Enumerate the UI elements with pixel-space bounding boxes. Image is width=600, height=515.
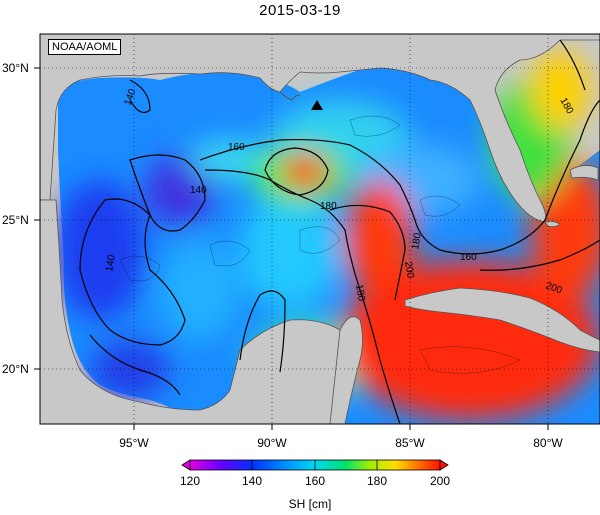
- contour-label: 140: [190, 185, 207, 196]
- contour-label: 140: [104, 254, 118, 273]
- lat-label: 30°N: [2, 61, 29, 75]
- credit-label: NOAA/AOML: [48, 39, 122, 55]
- colorbar-tick: 180: [366, 474, 388, 488]
- lat-label: 25°N: [2, 213, 29, 227]
- contour-label: 180: [353, 284, 367, 303]
- lon-label: 90°W: [257, 436, 287, 450]
- lon-label: 80°W: [533, 436, 563, 450]
- map-title: 2015-03-19: [259, 2, 341, 19]
- axis-ticks: [34, 67, 549, 430]
- lat-label: 20°N: [2, 362, 29, 376]
- contour-label: 180: [320, 201, 337, 212]
- contour-lines: [79, 39, 600, 424]
- contour-label: 160: [460, 252, 477, 263]
- coastline: [40, 34, 600, 424]
- colorbar-tick: 160: [304, 474, 326, 488]
- colorbar-tick: 200: [429, 474, 451, 488]
- minor-contours: [119, 115, 521, 374]
- contour-label: 200: [402, 261, 416, 280]
- lon-label: 95°W: [119, 436, 149, 450]
- colorbar-tick: 140: [241, 474, 263, 488]
- graticule: [40, 34, 600, 424]
- mississippi-delta: [279, 91, 301, 101]
- colorbar-tick: 120: [179, 474, 201, 488]
- colorbar: [181, 459, 449, 471]
- map-frame: [39, 33, 600, 425]
- lon-label: 85°W: [395, 436, 425, 450]
- contour-label: 180: [410, 232, 424, 251]
- contour-label: 160: [228, 142, 245, 153]
- triangle-marker-icon: [311, 100, 323, 110]
- colorbar-label: SH [cm]: [288, 497, 332, 511]
